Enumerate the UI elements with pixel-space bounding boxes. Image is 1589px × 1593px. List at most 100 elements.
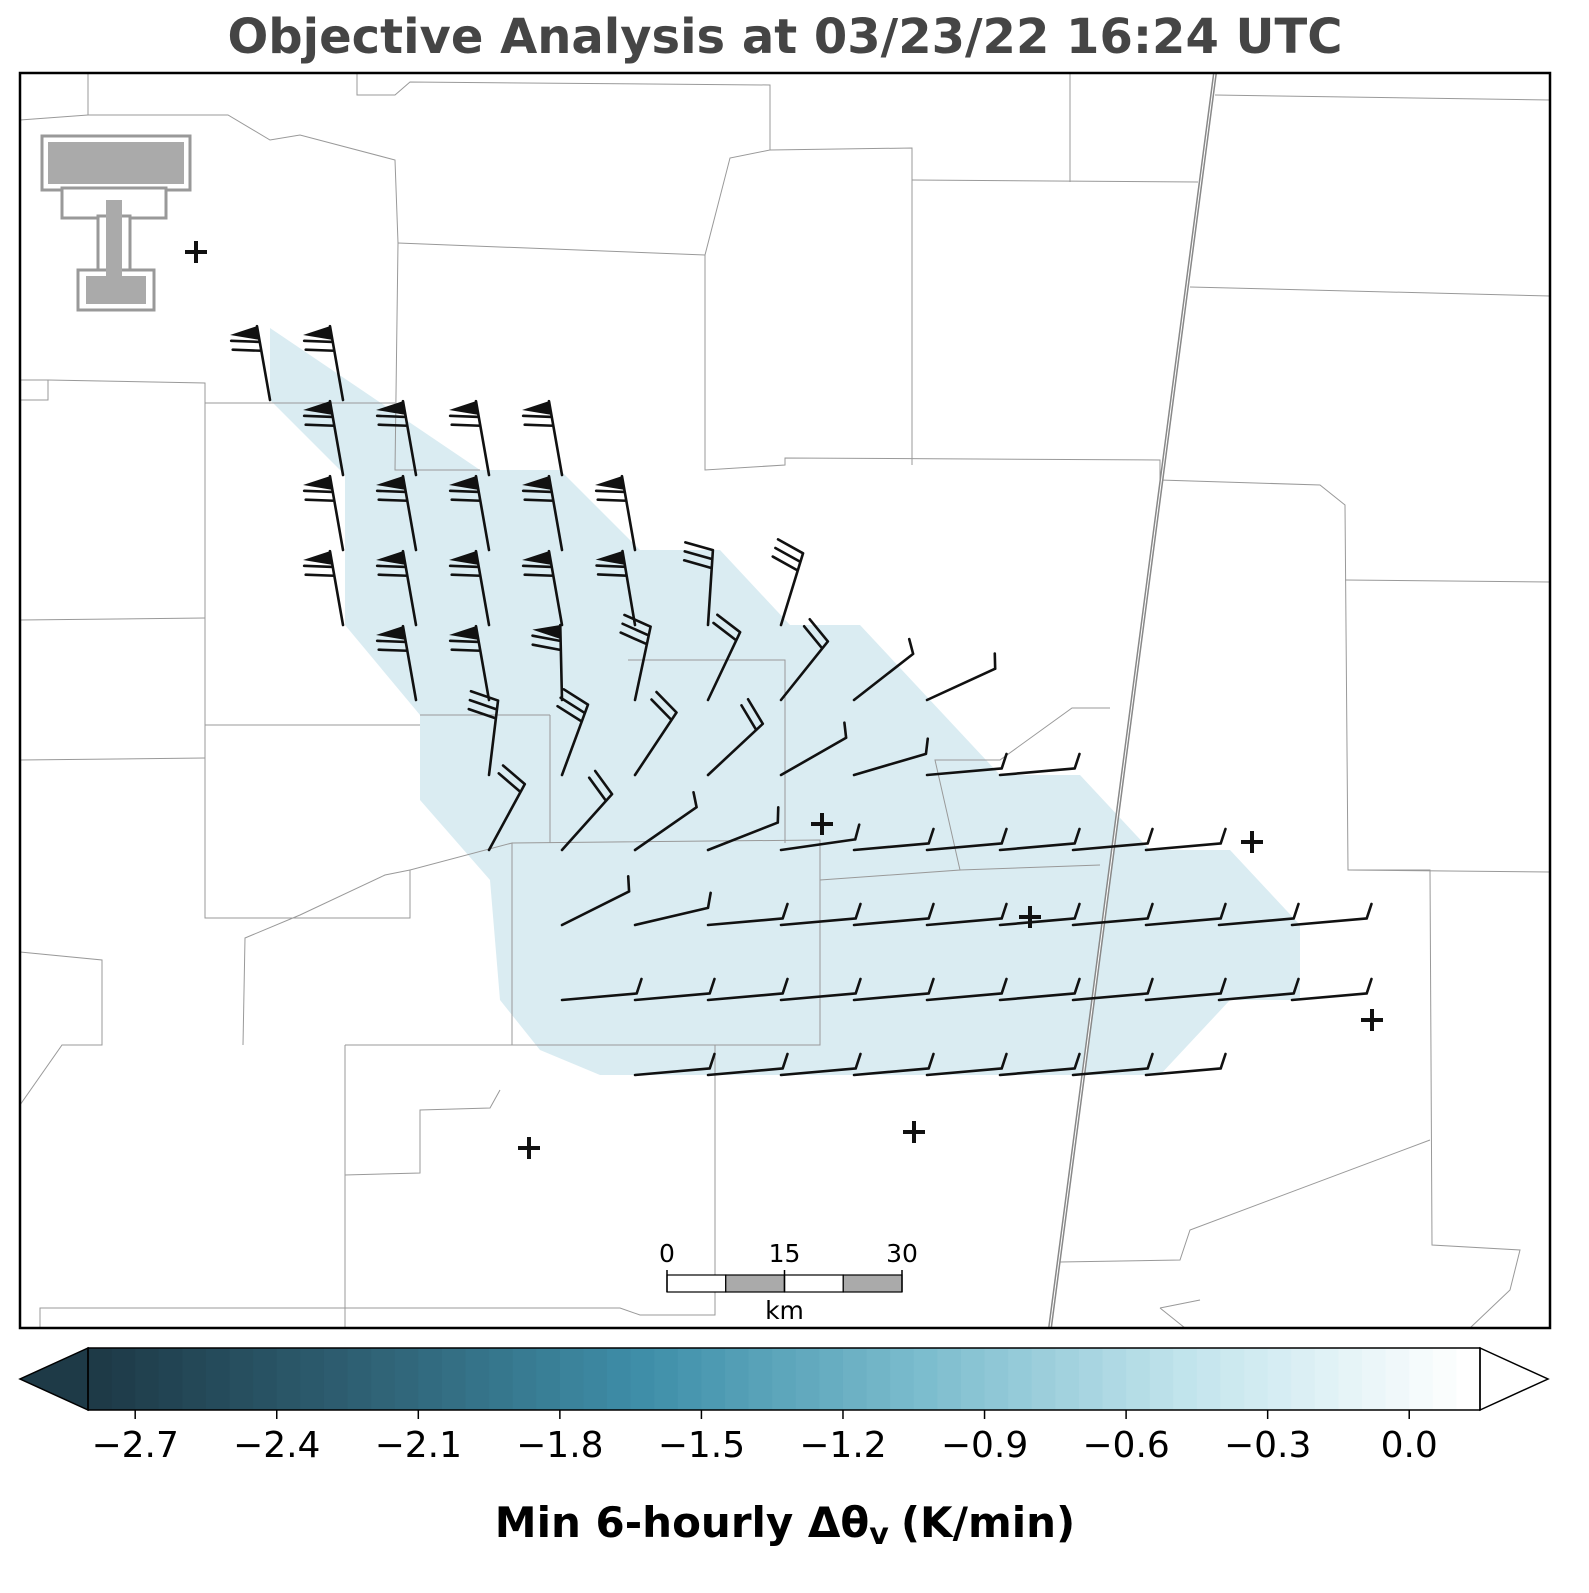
wind-barb (706, 902, 789, 927)
wind-barb (706, 697, 765, 777)
scale-tick-label: 15 (769, 1239, 801, 1268)
colorbar-segment (819, 1348, 844, 1410)
wind-barb (448, 549, 491, 627)
colorbar-extend-high (1479, 1346, 1550, 1412)
wind-barb (998, 752, 1081, 777)
colorbar-tick-label: 0.0 (1381, 1425, 1438, 1466)
barb-flag (522, 401, 552, 415)
barb-flag (376, 626, 406, 640)
colorbar-segment (1149, 1348, 1174, 1410)
barb-flag (522, 551, 552, 565)
wind-barb (852, 637, 915, 702)
colorbar-outline (87, 1347, 1481, 1411)
wind-barb (1071, 1052, 1154, 1077)
wind-barb (521, 399, 564, 477)
logo (40, 134, 192, 312)
colorbar-segment (205, 1348, 231, 1410)
colorbar-segment (748, 1348, 773, 1410)
wind-barb (852, 827, 935, 852)
wind-barb (375, 624, 418, 702)
colorbar-segment (1173, 1348, 1198, 1410)
colorbar-tick-label: −1.2 (799, 1425, 886, 1466)
colorbar-tick-label: −0.9 (941, 1425, 1028, 1466)
wind-barb (925, 827, 1008, 852)
colorbar-tick-label: −0.6 (1082, 1425, 1169, 1466)
scale-unit: km (765, 1296, 804, 1325)
colorbar-segment (677, 1348, 703, 1410)
colorbar-tick-label: −1.5 (658, 1425, 745, 1466)
stations (185, 241, 1383, 1159)
wind-barb (302, 324, 345, 402)
state-line-inner (1049, 73, 1216, 1328)
colorbar-segment (418, 1348, 443, 1410)
colorbar-segment (536, 1348, 561, 1410)
colorbar-segment (1031, 1348, 1056, 1410)
wind-barb (302, 474, 345, 552)
wind-barb (779, 1052, 862, 1077)
colorbar-segment (607, 1348, 632, 1410)
wind-barb (633, 790, 698, 852)
scale-tick-label: 0 (659, 1239, 675, 1268)
colorbar-segment (1126, 1348, 1151, 1410)
colorbar-segment (253, 1348, 278, 1410)
wind-barb (998, 1052, 1081, 1077)
wind-barb (1217, 977, 1300, 1002)
wind-barb (779, 977, 862, 1002)
county-lines (20, 73, 1550, 1328)
barb-flag (522, 476, 552, 490)
colorbar-segment (135, 1348, 160, 1410)
barb-flag (595, 551, 625, 565)
station-marker (1361, 1009, 1383, 1031)
wind-barb (1217, 902, 1300, 927)
wind-barb (375, 399, 418, 477)
scale-segment (783, 1274, 844, 1293)
colorbar-tick-label: −1.8 (516, 1425, 603, 1466)
colorbar-segment (1244, 1348, 1269, 1410)
barb-flag (303, 476, 333, 490)
wind-barb (302, 549, 345, 627)
colorbar-segment (1291, 1348, 1316, 1410)
colorbar-segment (1102, 1348, 1127, 1410)
map-frame (18, 71, 1552, 1330)
colorbar-segment (323, 1348, 349, 1410)
wind-barb (487, 764, 527, 852)
colorbar-segment (489, 1348, 514, 1410)
colorbar-segment (182, 1348, 207, 1410)
wind-barb (852, 977, 935, 1002)
wind-barb (998, 827, 1081, 852)
scale-segment (842, 1274, 903, 1293)
colorbar-label-sub: v (869, 1517, 889, 1552)
colorbar-segment (583, 1348, 608, 1410)
barb-flag (376, 551, 406, 565)
colorbar-segment (701, 1348, 726, 1410)
barb-flag (303, 326, 333, 340)
wind-barb (706, 613, 742, 702)
colorbar-segment (158, 1348, 183, 1410)
colorbar-tick-label: −2.7 (91, 1425, 178, 1466)
barb-flag (449, 476, 479, 490)
wind-barb (925, 902, 1008, 927)
wind-barb (682, 541, 715, 627)
colorbar-segment (937, 1348, 962, 1410)
wind-barb (448, 399, 491, 477)
colorbar-segment (913, 1348, 938, 1410)
colorbar-segment (394, 1348, 419, 1410)
wind-barb (1144, 902, 1227, 927)
colorbar-segment (300, 1348, 325, 1410)
colorbar-tick-label: −2.1 (375, 1425, 462, 1466)
colorbar-segment (347, 1348, 372, 1410)
station-marker (903, 1121, 925, 1143)
colorbar-segment (1456, 1348, 1481, 1410)
wind-barb (633, 977, 716, 1002)
colorbar-segment (1314, 1348, 1340, 1410)
colorbar-segment (276, 1348, 301, 1410)
colorbar-segment (842, 1348, 868, 1410)
wind-barb (560, 874, 631, 927)
station-marker (1019, 906, 1041, 928)
wind-barb (1144, 827, 1227, 852)
wind-barb (633, 891, 712, 927)
wind-barb (595, 549, 637, 627)
colorbar-segment (1409, 1348, 1434, 1410)
barb-flag (303, 401, 333, 415)
